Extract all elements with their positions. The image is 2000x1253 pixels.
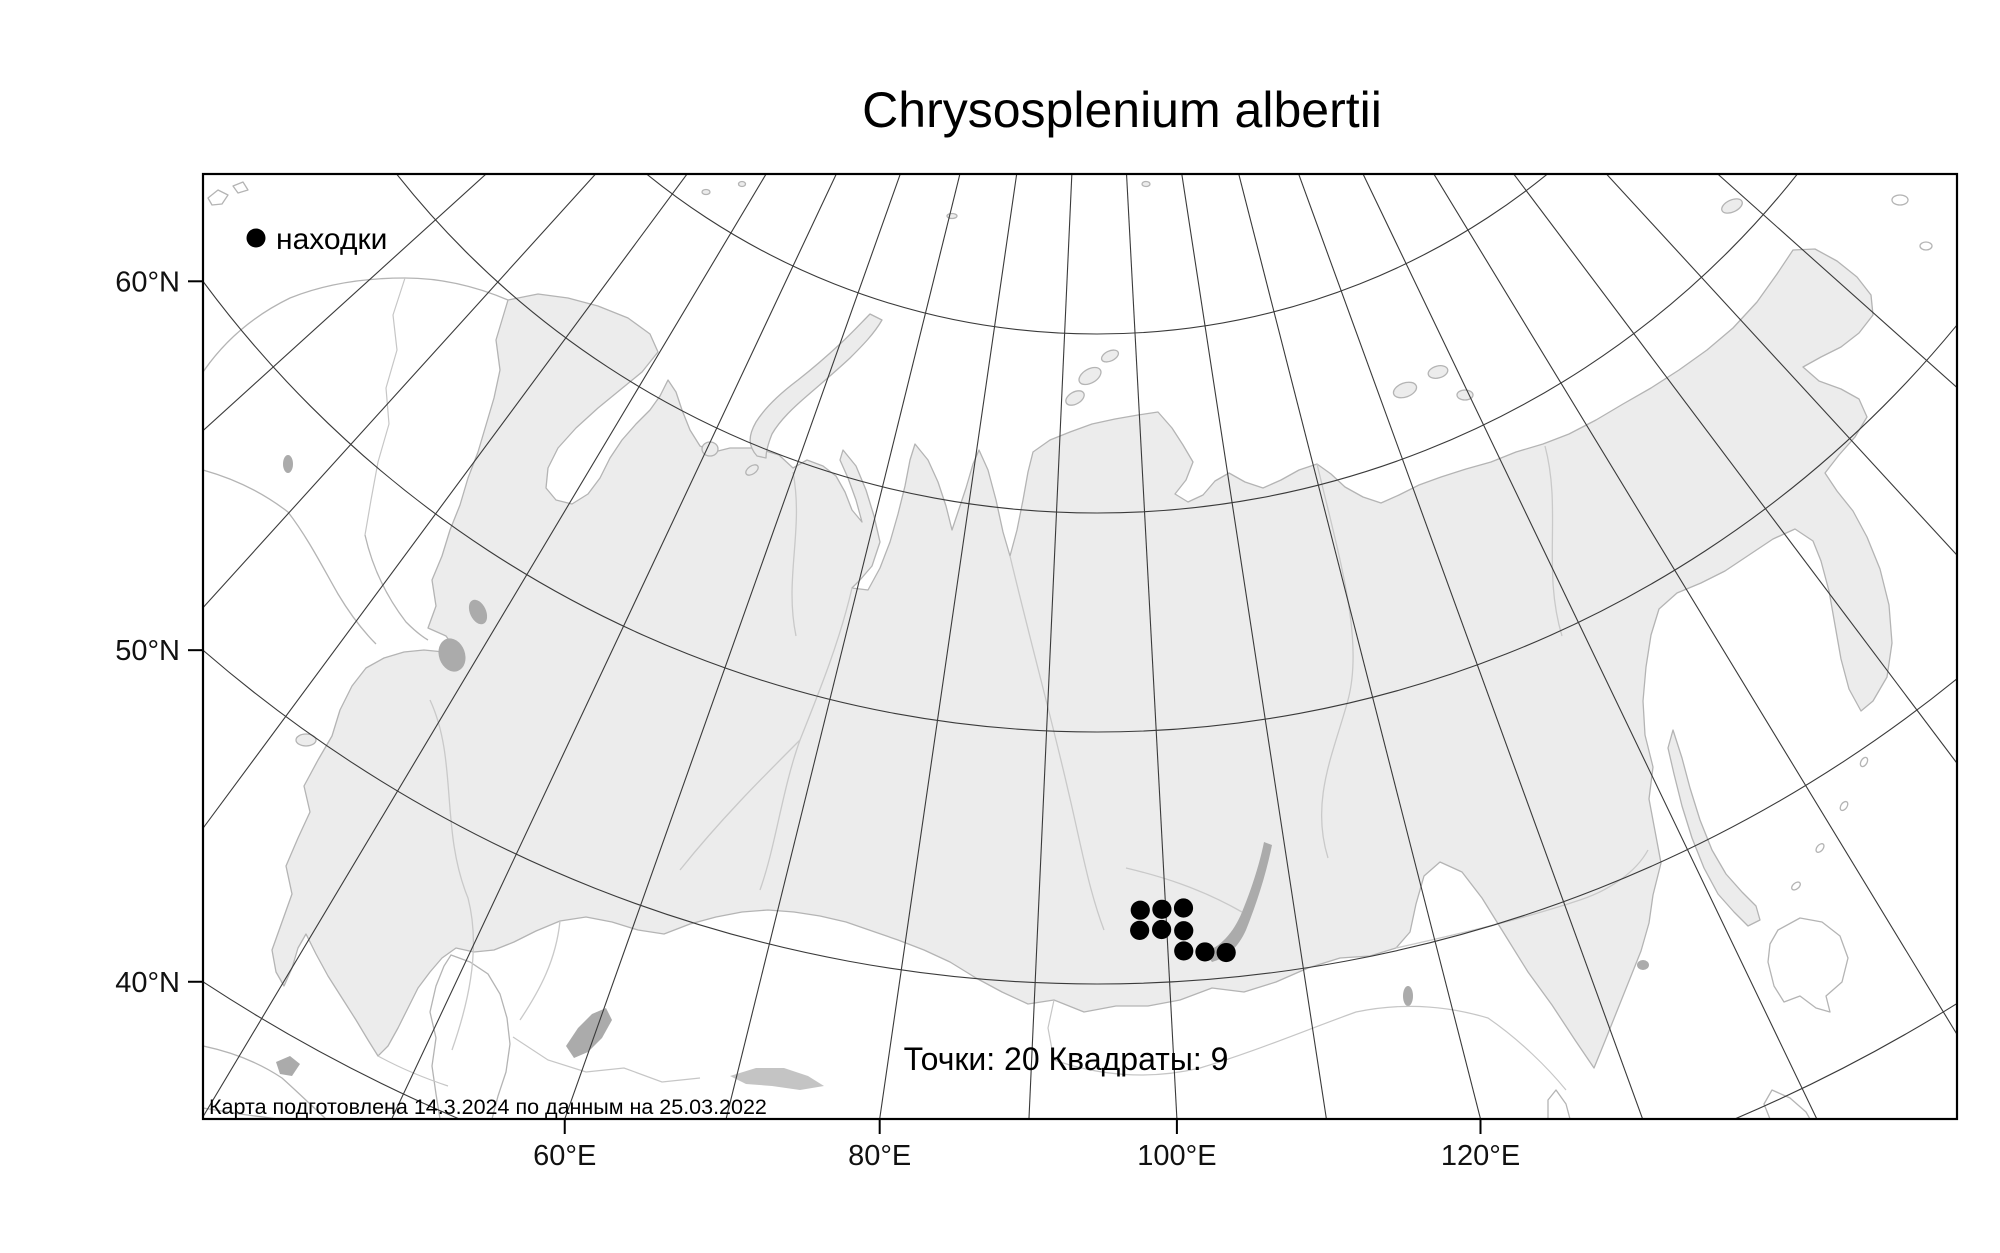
lon-axis: 60°E 80°E 100°E 120°E [533, 1119, 1520, 1172]
occurrence-dot [1173, 898, 1194, 918]
island-franz-josef-1 [701, 188, 711, 196]
island-severnaya-zemlya-3 [1100, 349, 1120, 363]
meridian-100E [1126, 175, 1178, 1118]
occurrence-dot [1174, 921, 1194, 941]
parallel-50N [204, 650, 1956, 985]
occurrence-dot [1174, 941, 1194, 961]
island-arctic-1 [946, 212, 958, 220]
island-honshu-tip [1763, 1089, 1811, 1118]
meridian-110E [1181, 175, 1327, 1118]
lon-tick-label-100: 100°E [1137, 1140, 1216, 1172]
island-bering-2 [1919, 241, 1933, 251]
korea-tip [1547, 1089, 1571, 1118]
map-caption: Карта подготовлена 14.3.2024 по данным н… [209, 1095, 767, 1119]
island-sakhalin [1667, 729, 1761, 927]
russia-landmass [271, 248, 1893, 1069]
coastline-turkey [204, 1107, 276, 1118]
crimea-patch [276, 1056, 300, 1076]
occurrence-dot [1152, 919, 1172, 940]
parallel-80N [647, 175, 1547, 335]
coastline-bothnia [364, 534, 429, 641]
legend-dot-icon [246, 228, 266, 248]
island-bering-1 [1891, 194, 1909, 206]
island-franz-josef-2 [737, 180, 747, 188]
country-borders [377, 999, 1567, 1091]
island-wrangel [1721, 198, 1743, 214]
legend: находки [246, 223, 387, 256]
island-new-siberian-1 [1392, 381, 1418, 399]
lake-vanern [283, 455, 293, 473]
lat-axis: 60°N 50°N 40°N [115, 266, 203, 999]
occurrence-dots-layer [1130, 898, 1236, 963]
lake-khubsugul [1403, 986, 1413, 1006]
island-severnaya-zemlya-2 [1078, 366, 1102, 386]
coastline-svalbard [207, 181, 249, 206]
island-new-siberian-2 [1427, 365, 1449, 379]
island-kaliningrad [295, 733, 317, 747]
coastline-black-sea [204, 1045, 326, 1118]
lake-aral [566, 1008, 612, 1058]
island-kuril-2 [1815, 843, 1825, 853]
island-kuril-1 [1791, 881, 1801, 891]
lake-onega [468, 599, 488, 625]
island-kolguev [701, 441, 719, 457]
lat-tick-label-60: 60°N [115, 266, 180, 298]
coastline-scandinavia [204, 277, 509, 372]
island-arctic-2 [1141, 180, 1151, 188]
map-title: Chrysosplenium albertii [862, 82, 1382, 138]
border-sweden-norway [364, 277, 406, 536]
island-new-siberian-3 [1456, 389, 1474, 401]
lat-tick-label-50: 50°N [115, 635, 180, 667]
rivers [429, 445, 1649, 1051]
meridian-90E [1028, 175, 1073, 1118]
island-severnaya-zemlya-1 [1065, 390, 1085, 406]
stats-text: Точки: 20 Квадраты: 9 [904, 1041, 1229, 1077]
lake-ladoga [438, 638, 466, 672]
island-kuril-3 [1839, 800, 1849, 812]
meridian-40E [204, 175, 767, 1117]
legend-label: находки [276, 223, 387, 256]
lon-tick-label-80: 80°E [848, 1140, 911, 1172]
lake-balkhash [730, 1068, 824, 1090]
meridian-80E [879, 175, 1018, 1118]
island-kuril-4 [1859, 756, 1869, 768]
map-frame [201, 172, 1959, 1121]
island-hokkaido [1767, 917, 1849, 1013]
lat-tick-label-40: 40°N [115, 967, 180, 999]
coastline-baltic [204, 469, 377, 645]
island-novaya-zemlya [749, 313, 883, 459]
occurrence-dot [1216, 942, 1236, 963]
lake-amur-coastal [1637, 960, 1649, 970]
occurrence-dot [1152, 899, 1172, 919]
lon-tick-label-60: 60°E [533, 1140, 596, 1172]
lon-tick-label-120: 120°E [1441, 1140, 1520, 1172]
parallel-60N [204, 281, 1956, 733]
occurrence-dot [1195, 942, 1215, 962]
occurrence-dot [1130, 920, 1150, 940]
occurrence-dot [1130, 900, 1150, 920]
parallel-70N [396, 175, 1798, 514]
island-vaygach [745, 464, 759, 476]
